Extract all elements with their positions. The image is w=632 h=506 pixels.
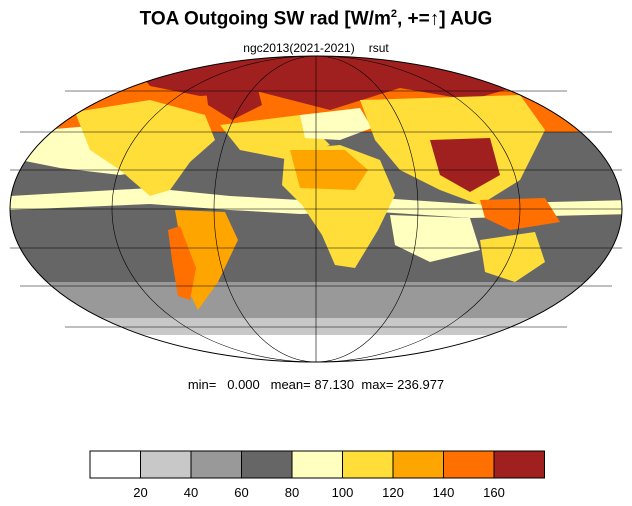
colorbar-tick-label: 120 [382,485,404,500]
colorbar-tick-label: 160 [483,485,505,500]
tibet-cloud [430,138,500,192]
min-label: min= [187,377,217,392]
colorbar-box [443,450,495,479]
mean-value: 87.130 [314,377,355,392]
max-label: max= [361,377,394,392]
plot-subtitle: ngc2013(2021-2021) rsut [0,41,632,55]
colorbar-tick-label: 100 [332,485,354,500]
indian-ocean-cloud [390,215,480,262]
colorbar-tick-label: 60 [234,485,248,500]
greenland [205,78,262,120]
colorbar-box [493,450,545,479]
colorbar-box [291,450,343,479]
colorbar-box [342,450,394,479]
statistics-line: min= 0.000 mean= 87.130 max= 236.977 [0,377,632,392]
colorbar-box [190,450,242,479]
colorbar-labels: 20 40 60 80 100 120 140 160 [133,485,505,500]
globe-outline [9,55,623,363]
colorbar-tick-label: 140 [433,485,455,500]
colorbar-box [392,450,444,479]
colorbar-box [140,450,192,479]
min-value: 0.000 [227,377,260,392]
run-label: ngc2013(2021-2021) [243,41,355,55]
colorbar-box [89,450,141,479]
mean-label: mean= [270,377,311,392]
variable-label: rsut [368,41,389,55]
plot-title: TOA Outgoing SW rad [W/m2, +=↑] AUG [139,8,493,30]
colorbar-tick-label: 80 [285,485,299,500]
colorbar-tick-label: 40 [184,485,198,500]
north-america [75,100,215,196]
colorbar-boxes [89,450,545,479]
max-value: 236.977 [397,377,445,392]
colorbar-box [241,450,293,479]
australia [480,232,545,282]
andes-cloud [168,226,196,300]
graticule [9,55,623,363]
colorbar-tick-label: 20 [133,485,147,500]
